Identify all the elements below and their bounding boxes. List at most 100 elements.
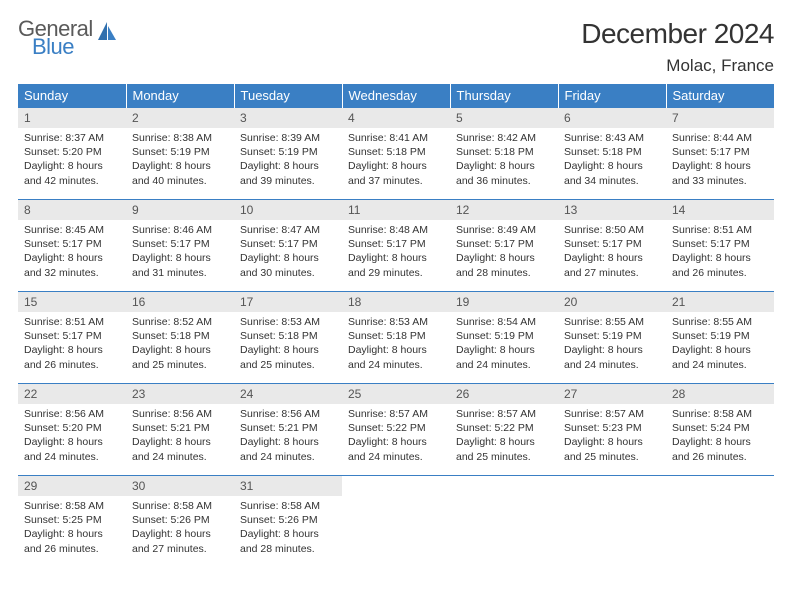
- calendar-header-row: Sunday Monday Tuesday Wednesday Thursday…: [18, 84, 774, 108]
- day-daylight2: and 24 minutes.: [132, 450, 228, 464]
- calendar-week-row: 22Sunrise: 8:56 AMSunset: 5:20 PMDayligh…: [18, 384, 774, 476]
- calendar-cell: 29Sunrise: 8:58 AMSunset: 5:25 PMDayligh…: [18, 476, 126, 568]
- day-details: Sunrise: 8:55 AMSunset: 5:19 PMDaylight:…: [666, 312, 774, 376]
- day-daylight2: and 30 minutes.: [240, 266, 336, 280]
- day-sunset: Sunset: 5:17 PM: [672, 237, 768, 251]
- calendar-cell: 28Sunrise: 8:58 AMSunset: 5:24 PMDayligh…: [666, 384, 774, 476]
- day-sunrise: Sunrise: 8:58 AM: [24, 499, 120, 513]
- day-sunrise: Sunrise: 8:47 AM: [240, 223, 336, 237]
- calendar-week-row: 8Sunrise: 8:45 AMSunset: 5:17 PMDaylight…: [18, 200, 774, 292]
- location-subtitle: Molac, France: [581, 56, 774, 76]
- calendar-cell: 31Sunrise: 8:58 AMSunset: 5:26 PMDayligh…: [234, 476, 342, 568]
- dayheader-wednesday: Wednesday: [342, 84, 450, 108]
- day-number: 25: [342, 384, 450, 404]
- calendar-cell: 22Sunrise: 8:56 AMSunset: 5:20 PMDayligh…: [18, 384, 126, 476]
- day-number: 19: [450, 292, 558, 312]
- day-sunset: Sunset: 5:19 PM: [132, 145, 228, 159]
- day-number: 9: [126, 200, 234, 220]
- day-details: Sunrise: 8:41 AMSunset: 5:18 PMDaylight:…: [342, 128, 450, 192]
- day-sunset: Sunset: 5:26 PM: [240, 513, 336, 527]
- day-daylight2: and 24 minutes.: [24, 450, 120, 464]
- day-sunset: Sunset: 5:17 PM: [672, 145, 768, 159]
- calendar-cell: [342, 476, 450, 568]
- day-daylight1: Daylight: 8 hours: [132, 527, 228, 541]
- day-sunrise: Sunrise: 8:57 AM: [348, 407, 444, 421]
- calendar-cell: 17Sunrise: 8:53 AMSunset: 5:18 PMDayligh…: [234, 292, 342, 384]
- day-sunset: Sunset: 5:17 PM: [132, 237, 228, 251]
- day-sunset: Sunset: 5:17 PM: [348, 237, 444, 251]
- day-daylight2: and 26 minutes.: [672, 450, 768, 464]
- calendar-week-row: 29Sunrise: 8:58 AMSunset: 5:25 PMDayligh…: [18, 476, 774, 568]
- day-sunset: Sunset: 5:19 PM: [564, 329, 660, 343]
- day-daylight1: Daylight: 8 hours: [24, 527, 120, 541]
- day-sunset: Sunset: 5:18 PM: [348, 329, 444, 343]
- day-sunrise: Sunrise: 8:56 AM: [24, 407, 120, 421]
- day-number: 29: [18, 476, 126, 496]
- calendar-week-row: 1Sunrise: 8:37 AMSunset: 5:20 PMDaylight…: [18, 108, 774, 200]
- day-sunset: Sunset: 5:24 PM: [672, 421, 768, 435]
- day-details: Sunrise: 8:56 AMSunset: 5:20 PMDaylight:…: [18, 404, 126, 468]
- dayheader-saturday: Saturday: [666, 84, 774, 108]
- day-details: Sunrise: 8:58 AMSunset: 5:24 PMDaylight:…: [666, 404, 774, 468]
- day-daylight2: and 27 minutes.: [564, 266, 660, 280]
- calendar-table: Sunday Monday Tuesday Wednesday Thursday…: [18, 84, 774, 568]
- day-details: Sunrise: 8:57 AMSunset: 5:22 PMDaylight:…: [342, 404, 450, 468]
- day-number: 11: [342, 200, 450, 220]
- day-daylight2: and 34 minutes.: [564, 174, 660, 188]
- day-sunset: Sunset: 5:22 PM: [348, 421, 444, 435]
- day-number: 4: [342, 108, 450, 128]
- day-details: Sunrise: 8:47 AMSunset: 5:17 PMDaylight:…: [234, 220, 342, 284]
- day-sunrise: Sunrise: 8:58 AM: [132, 499, 228, 513]
- day-number: 6: [558, 108, 666, 128]
- day-sunrise: Sunrise: 8:53 AM: [348, 315, 444, 329]
- calendar-cell: 1Sunrise: 8:37 AMSunset: 5:20 PMDaylight…: [18, 108, 126, 200]
- day-daylight2: and 26 minutes.: [24, 358, 120, 372]
- day-daylight1: Daylight: 8 hours: [24, 159, 120, 173]
- day-number: 17: [234, 292, 342, 312]
- day-sunset: Sunset: 5:20 PM: [24, 421, 120, 435]
- day-sunrise: Sunrise: 8:58 AM: [672, 407, 768, 421]
- day-details: Sunrise: 8:46 AMSunset: 5:17 PMDaylight:…: [126, 220, 234, 284]
- day-daylight1: Daylight: 8 hours: [564, 343, 660, 357]
- day-sunrise: Sunrise: 8:45 AM: [24, 223, 120, 237]
- day-number: 24: [234, 384, 342, 404]
- day-details: Sunrise: 8:58 AMSunset: 5:25 PMDaylight:…: [18, 496, 126, 560]
- calendar-cell: 3Sunrise: 8:39 AMSunset: 5:19 PMDaylight…: [234, 108, 342, 200]
- day-details: Sunrise: 8:54 AMSunset: 5:19 PMDaylight:…: [450, 312, 558, 376]
- day-details: Sunrise: 8:38 AMSunset: 5:19 PMDaylight:…: [126, 128, 234, 192]
- day-daylight1: Daylight: 8 hours: [456, 343, 552, 357]
- day-sunrise: Sunrise: 8:42 AM: [456, 131, 552, 145]
- day-number: 8: [18, 200, 126, 220]
- dayheader-tuesday: Tuesday: [234, 84, 342, 108]
- day-sunrise: Sunrise: 8:43 AM: [564, 131, 660, 145]
- day-number: 5: [450, 108, 558, 128]
- calendar-cell: 18Sunrise: 8:53 AMSunset: 5:18 PMDayligh…: [342, 292, 450, 384]
- day-daylight1: Daylight: 8 hours: [564, 435, 660, 449]
- day-daylight2: and 28 minutes.: [456, 266, 552, 280]
- day-number: 7: [666, 108, 774, 128]
- day-details: Sunrise: 8:42 AMSunset: 5:18 PMDaylight:…: [450, 128, 558, 192]
- day-sunrise: Sunrise: 8:46 AM: [132, 223, 228, 237]
- day-sunset: Sunset: 5:17 PM: [564, 237, 660, 251]
- day-details: Sunrise: 8:57 AMSunset: 5:22 PMDaylight:…: [450, 404, 558, 468]
- calendar-cell: 23Sunrise: 8:56 AMSunset: 5:21 PMDayligh…: [126, 384, 234, 476]
- day-sunrise: Sunrise: 8:58 AM: [240, 499, 336, 513]
- calendar-cell: 24Sunrise: 8:56 AMSunset: 5:21 PMDayligh…: [234, 384, 342, 476]
- day-sunset: Sunset: 5:18 PM: [564, 145, 660, 159]
- day-daylight2: and 25 minutes.: [564, 450, 660, 464]
- calendar-cell: 4Sunrise: 8:41 AMSunset: 5:18 PMDaylight…: [342, 108, 450, 200]
- day-details: Sunrise: 8:50 AMSunset: 5:17 PMDaylight:…: [558, 220, 666, 284]
- day-sunset: Sunset: 5:21 PM: [132, 421, 228, 435]
- day-daylight1: Daylight: 8 hours: [240, 435, 336, 449]
- day-number: 22: [18, 384, 126, 404]
- day-sunset: Sunset: 5:18 PM: [348, 145, 444, 159]
- day-daylight2: and 37 minutes.: [348, 174, 444, 188]
- day-daylight2: and 24 minutes.: [240, 450, 336, 464]
- day-daylight1: Daylight: 8 hours: [132, 251, 228, 265]
- day-number: 18: [342, 292, 450, 312]
- day-daylight1: Daylight: 8 hours: [456, 435, 552, 449]
- day-details: Sunrise: 8:52 AMSunset: 5:18 PMDaylight:…: [126, 312, 234, 376]
- day-daylight2: and 26 minutes.: [24, 542, 120, 556]
- day-daylight1: Daylight: 8 hours: [564, 159, 660, 173]
- calendar-cell: 15Sunrise: 8:51 AMSunset: 5:17 PMDayligh…: [18, 292, 126, 384]
